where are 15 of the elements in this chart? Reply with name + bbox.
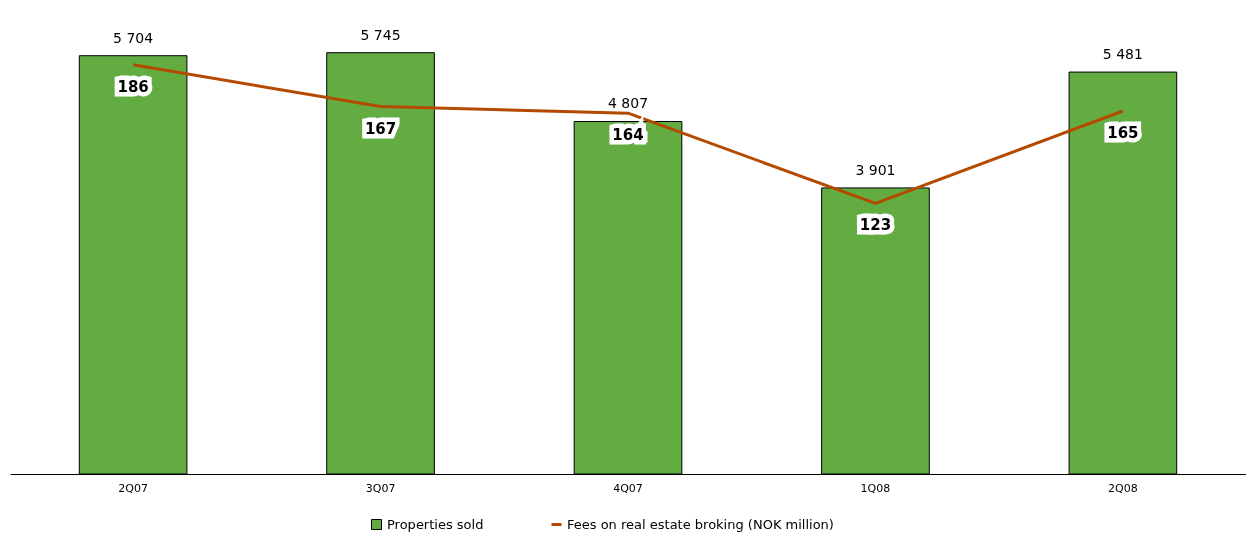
data-label: 123	[859, 216, 892, 235]
data-label: 5 745	[360, 26, 401, 43]
x-tick-label: 2Q08	[1108, 481, 1138, 495]
x-tick-label: 1Q08	[860, 481, 891, 495]
x-tick-label: 4Q07	[613, 481, 643, 495]
legend-label: Properties sold	[387, 516, 484, 532]
data-label: 5 704	[113, 29, 154, 46]
x-tick-label: 3Q07	[365, 481, 396, 495]
data-label: 5 481	[1102, 46, 1143, 63]
legend-label: Fees on real estate broking (NOK million)	[567, 516, 834, 532]
data-label: 3 901	[855, 161, 896, 178]
data-label: 186	[117, 77, 149, 96]
data-label: 165	[1107, 124, 1139, 142]
data-label: 167	[364, 119, 397, 138]
x-tick-label: 2Q07	[118, 481, 148, 495]
